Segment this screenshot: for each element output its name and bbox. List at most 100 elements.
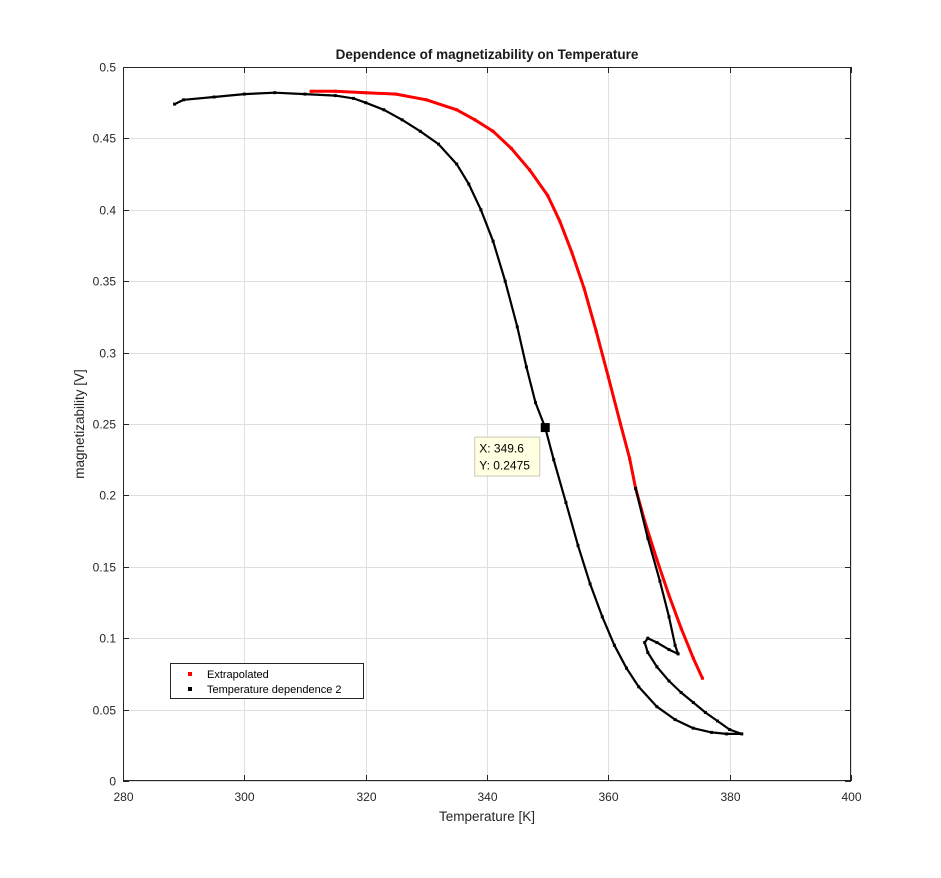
datatip-box bbox=[474, 436, 541, 477]
data-point bbox=[418, 129, 422, 133]
data-point bbox=[667, 615, 671, 619]
data-point bbox=[658, 579, 662, 583]
data-point bbox=[515, 325, 519, 329]
data-point bbox=[333, 89, 337, 93]
data-point bbox=[728, 728, 732, 732]
data-point bbox=[394, 92, 398, 96]
data-point bbox=[646, 651, 650, 654]
data-point bbox=[467, 182, 471, 186]
grid-lines bbox=[123, 67, 852, 782]
data-point bbox=[582, 286, 586, 290]
data-point bbox=[700, 676, 704, 680]
data-point bbox=[273, 91, 277, 95]
data-point bbox=[588, 582, 592, 586]
data-point bbox=[725, 732, 729, 736]
y-tick-label: 0.3 bbox=[99, 347, 116, 361]
data-point bbox=[455, 162, 459, 166]
legend[interactable]: Extrapolated Temperature dependence 2 bbox=[170, 663, 364, 699]
axis-ticks: 280 300 320 340 360 380 400 0 0.05 0.1 0.15 0.2 0.25… bbox=[93, 61, 862, 805]
y-tick-label: 0.4 bbox=[99, 204, 116, 218]
legend-swatch-extrapolated bbox=[188, 672, 192, 676]
data-point bbox=[558, 219, 562, 223]
legend-swatch-temperature-dependence-2 bbox=[188, 687, 192, 691]
data-point bbox=[625, 666, 628, 670]
data-point bbox=[655, 665, 659, 669]
data-point bbox=[400, 118, 404, 122]
data-point bbox=[352, 96, 355, 100]
series-extrapolated bbox=[309, 89, 704, 680]
data-point bbox=[643, 641, 647, 644]
data-point bbox=[655, 705, 659, 709]
y-tick-label: 0.45 bbox=[93, 132, 117, 146]
y-tick-label: 0 bbox=[109, 775, 116, 789]
data-layer bbox=[173, 89, 744, 736]
data-point bbox=[455, 108, 459, 112]
data-point bbox=[655, 558, 659, 562]
data-point bbox=[491, 129, 495, 133]
legend-label-extrapolated: Extrapolated bbox=[207, 669, 269, 681]
data-point bbox=[333, 94, 337, 98]
data-point bbox=[546, 194, 550, 197]
data-point bbox=[364, 101, 368, 105]
data-point bbox=[303, 92, 307, 96]
data-point bbox=[552, 458, 556, 462]
data-point bbox=[606, 375, 610, 379]
x-axis-label: Temperature [K] bbox=[439, 809, 535, 824]
data-point bbox=[600, 615, 604, 619]
x-tick-label: 400 bbox=[841, 790, 861, 804]
data-point bbox=[212, 95, 216, 99]
data-point bbox=[524, 365, 528, 369]
data-point bbox=[716, 719, 719, 723]
data-point bbox=[182, 98, 186, 102]
chart-title: Dependence of magnetizability on Tempera… bbox=[336, 47, 639, 62]
data-point bbox=[173, 102, 177, 106]
data-point bbox=[655, 641, 659, 644]
data-point bbox=[679, 691, 683, 694]
data-point bbox=[534, 401, 537, 405]
data-point bbox=[594, 329, 598, 333]
data-point bbox=[637, 685, 641, 689]
data-point bbox=[673, 643, 677, 647]
y-tick-label: 0.1 bbox=[99, 632, 116, 646]
data-point bbox=[309, 89, 313, 93]
data-point bbox=[503, 279, 507, 283]
x-tick-label: 380 bbox=[720, 790, 740, 804]
datatip[interactable]: X: 349.6 Y: 0.2475 bbox=[474, 423, 550, 477]
data-point bbox=[676, 652, 680, 656]
datatip-x-text: X: 349.6 bbox=[479, 442, 524, 456]
datatip-marker[interactable] bbox=[540, 423, 550, 433]
data-point bbox=[424, 98, 428, 102]
data-point bbox=[667, 679, 671, 683]
data-point bbox=[509, 146, 513, 150]
data-point bbox=[382, 108, 386, 112]
x-tick-label: 280 bbox=[113, 790, 133, 804]
data-point bbox=[473, 118, 477, 122]
data-point bbox=[612, 643, 616, 647]
y-tick-label: 0.25 bbox=[93, 418, 117, 432]
data-point bbox=[673, 718, 677, 722]
data-point bbox=[364, 91, 368, 95]
data-point bbox=[691, 656, 695, 660]
data-point bbox=[479, 208, 483, 212]
data-point bbox=[691, 726, 695, 730]
data-point bbox=[528, 168, 531, 172]
x-tick-label: 320 bbox=[356, 790, 376, 804]
data-point bbox=[491, 239, 495, 243]
series-temperature-dependence-2 bbox=[173, 91, 744, 736]
data-point bbox=[564, 501, 568, 504]
data-point bbox=[619, 422, 622, 426]
y-tick-label: 0.5 bbox=[99, 61, 116, 75]
y-axis-label: magnetizability [V] bbox=[72, 369, 87, 479]
data-point bbox=[703, 711, 707, 714]
x-tick-label: 360 bbox=[598, 790, 618, 804]
data-point bbox=[634, 486, 638, 490]
data-point bbox=[570, 251, 574, 255]
data-point bbox=[740, 732, 744, 736]
y-tick-label: 0.2 bbox=[99, 489, 116, 503]
x-tick-label: 300 bbox=[234, 790, 254, 804]
data-point bbox=[437, 142, 440, 146]
data-point bbox=[628, 456, 632, 460]
data-point bbox=[710, 730, 713, 734]
data-point bbox=[646, 636, 650, 640]
